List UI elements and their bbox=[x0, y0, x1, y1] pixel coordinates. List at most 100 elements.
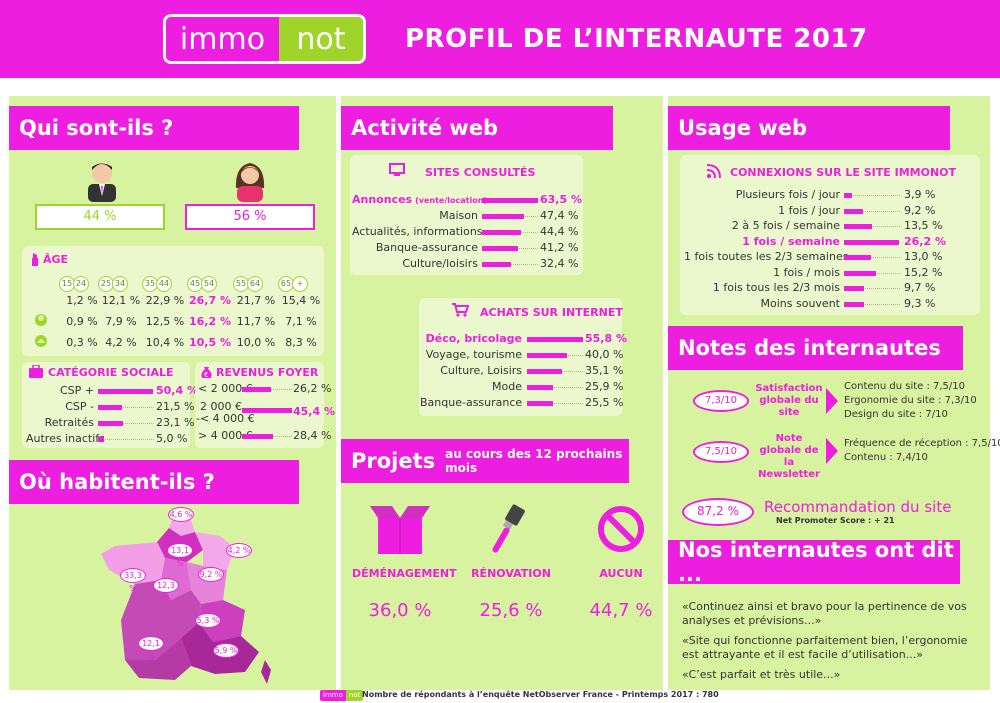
achat-label: Voyage, tourisme bbox=[425, 348, 522, 361]
achat-label: Déco, bricolage bbox=[425, 332, 522, 345]
connexion-label: 1 fois tous les 2/3 mois bbox=[712, 281, 840, 294]
connexion-label: Moins souvent bbox=[760, 296, 840, 310]
region-percentage-bubble: 5,9 % bbox=[213, 643, 239, 658]
moving-box-icon bbox=[370, 506, 430, 554]
projets-title: Projets bbox=[351, 449, 436, 473]
connexion-value: 26,2 % bbox=[904, 234, 946, 248]
recommandation-score: 87,2 % bbox=[682, 498, 754, 526]
age-to-circle: 24 bbox=[73, 276, 89, 292]
categorie-label: Autres inactifs bbox=[26, 432, 105, 445]
newsletter-detail: Fréquence de réception : 7,5/10 bbox=[844, 438, 1000, 449]
connexion-value: 15,2 % bbox=[904, 265, 943, 279]
age-to-circle: 64 bbox=[247, 276, 263, 292]
connexion-bar bbox=[844, 239, 900, 245]
woman-icon bbox=[235, 163, 265, 202]
connexion-label: 1 fois toutes les 2/3 semaines bbox=[684, 250, 849, 263]
newsletter-label: Note globale de la Newsletter bbox=[758, 433, 820, 480]
categorie-label: CSP - bbox=[65, 400, 94, 413]
wifi-icon bbox=[706, 164, 721, 179]
site-label-small: (vente/location) bbox=[415, 196, 488, 205]
age-value: 0,9 % bbox=[66, 315, 98, 328]
dotted-leader bbox=[527, 403, 583, 404]
age-value: 8,3 % bbox=[285, 336, 317, 349]
age-from-circle: 65 bbox=[278, 276, 294, 292]
newsletter-score: 7,5/10 bbox=[693, 441, 749, 463]
achat-label: Mode bbox=[492, 380, 522, 393]
forbidden-icon bbox=[598, 506, 644, 552]
age-from-circle: 45 bbox=[187, 276, 203, 292]
site-bar bbox=[482, 262, 511, 267]
revenus-panel bbox=[195, 362, 324, 448]
connexion-label: 1 fois / mois bbox=[773, 265, 840, 279]
connexion-value: 3,9 % bbox=[904, 188, 936, 201]
region-percentage-bubble: 4,2 % bbox=[226, 543, 252, 558]
section-title-activite: Activité web bbox=[341, 106, 613, 150]
revenus-bar bbox=[242, 387, 271, 392]
man-icon bbox=[88, 163, 116, 202]
footer-logo-not: not bbox=[345, 690, 364, 701]
connexion-value: 13,5 % bbox=[904, 219, 943, 232]
age-to-circle: 44 bbox=[156, 276, 172, 292]
categorie-value: 50,4 % bbox=[156, 384, 198, 397]
women-percentage: 56 % bbox=[185, 204, 315, 230]
immonot-logo[interactable]: immo not bbox=[163, 14, 366, 64]
site-label: Culture/loisirs bbox=[352, 257, 478, 270]
satisfaction-detail: Design du site : 7/10 bbox=[844, 409, 948, 420]
site-label: Actualités, informations bbox=[352, 225, 483, 238]
dotted-leader bbox=[844, 210, 900, 212]
connexion-value: 9,2 % bbox=[904, 203, 936, 217]
site-label: Banque-assurance bbox=[352, 241, 478, 254]
dotted-leader bbox=[844, 303, 900, 305]
quote-1: «Continuez ainsi et bravo pour la pertin… bbox=[682, 600, 967, 627]
men-percentage: 44 % bbox=[35, 204, 165, 230]
connexion-bar bbox=[844, 193, 853, 198]
dotted-leader bbox=[98, 423, 154, 424]
arrow-right-icon bbox=[826, 438, 838, 464]
connexion-bar bbox=[844, 208, 864, 214]
site-bar bbox=[482, 230, 522, 235]
site-label-text: Maison bbox=[439, 209, 478, 222]
site-label-text: Culture/loisirs bbox=[402, 257, 478, 270]
section-title-notes: Notes des internautes bbox=[668, 326, 963, 370]
money-bag-icon: € bbox=[201, 367, 212, 379]
age-value: 1,2 % bbox=[66, 294, 98, 307]
newsletter-detail: Contenu : 7,4/10 bbox=[844, 452, 928, 463]
connexion-bar bbox=[844, 301, 864, 307]
age-title: ÂGE bbox=[43, 253, 69, 266]
achat-bar bbox=[527, 385, 553, 390]
region-percentage-bubble: 5,3 % bbox=[195, 613, 221, 628]
satisfaction-detail: Contenu du site : 7,5/10 bbox=[844, 381, 966, 392]
categorie-bar bbox=[98, 405, 122, 410]
connexions-panel bbox=[680, 155, 980, 315]
connexion-value: 9,3 % bbox=[904, 296, 936, 310]
age-value: 22,9 % bbox=[145, 294, 185, 307]
satisfaction-label: Satisfaction globale du site bbox=[755, 383, 823, 418]
sites-panel bbox=[350, 155, 583, 275]
section-title-dit: Nos internautes ont dit ... bbox=[668, 538, 960, 586]
site-value: 44,4 % bbox=[540, 225, 579, 238]
sites-title: SITES CONSULTÉS bbox=[425, 166, 536, 179]
site-bar bbox=[482, 198, 538, 203]
site-label-text: Banque-assurance bbox=[375, 241, 478, 254]
footer-text: Nombre de répondants à l’enquête NetObse… bbox=[362, 690, 719, 699]
dotted-leader bbox=[844, 257, 900, 258]
age-value: 4,2 % bbox=[105, 336, 137, 349]
logo-not-text: not bbox=[279, 17, 363, 61]
categorie-value: 21,5 % bbox=[156, 400, 195, 413]
connexion-label: Plusieurs fois / jour bbox=[735, 188, 840, 201]
age-value: 12,5 % bbox=[145, 315, 185, 328]
connexion-label: 2 à 5 fois / semaine bbox=[731, 219, 840, 232]
dotted-leader bbox=[844, 195, 900, 196]
section-title-usage: Usage web bbox=[668, 106, 950, 150]
dotted-leader bbox=[527, 387, 583, 388]
connexion-value: 9,7 % bbox=[904, 281, 936, 294]
quote-2: «Site qui fonctionne parfaitement bien, … bbox=[682, 634, 968, 661]
shopping-cart-icon bbox=[452, 303, 469, 317]
categorie-bar bbox=[98, 437, 104, 442]
region-percentage-bubble: 13,1 % bbox=[167, 543, 193, 568]
connexion-value: 13,0 % bbox=[904, 250, 943, 263]
categorie-bar bbox=[98, 421, 124, 426]
connexion-bar bbox=[844, 224, 873, 229]
woman-face-icon bbox=[35, 335, 47, 347]
connexion-label: 1 fois / semaine bbox=[742, 234, 840, 248]
